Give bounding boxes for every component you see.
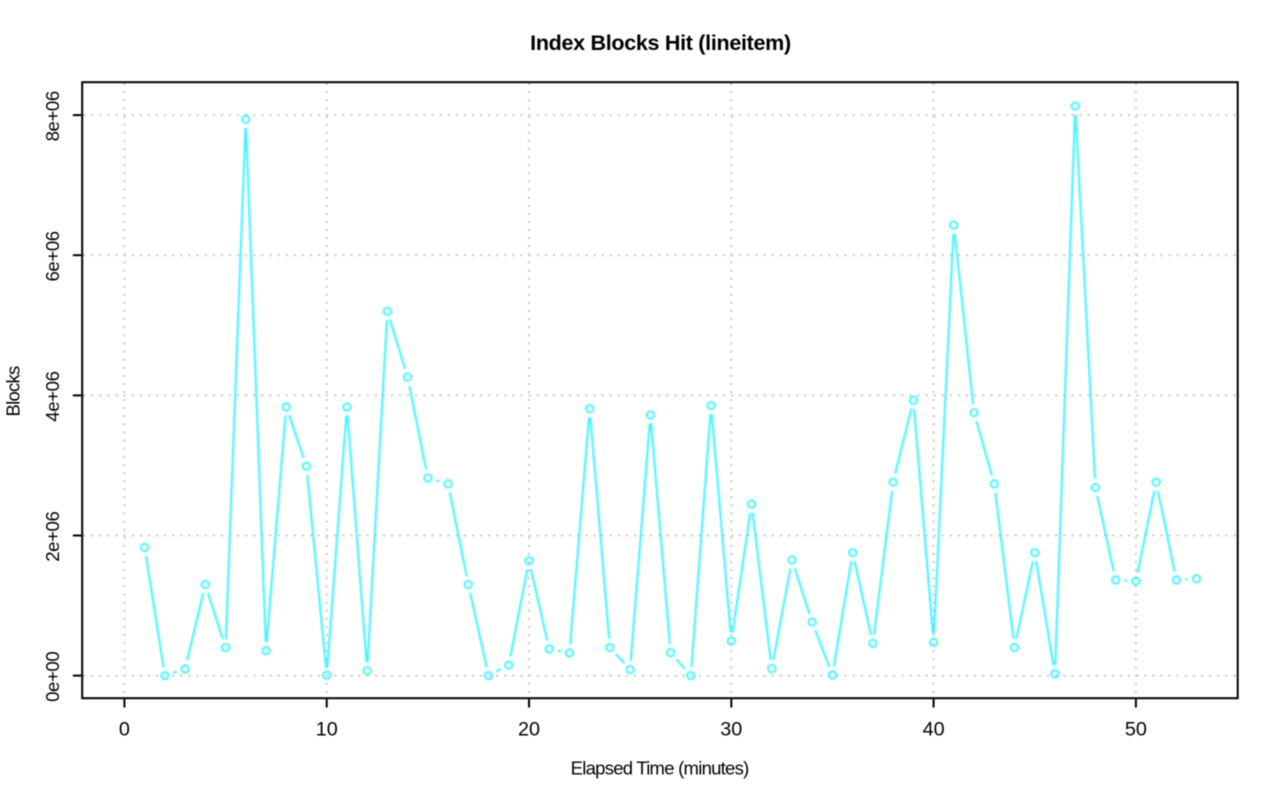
- svg-text:50: 50: [1125, 719, 1147, 741]
- svg-text:40: 40: [923, 719, 945, 741]
- svg-text:8e+06: 8e+06: [42, 91, 63, 141]
- svg-text:2e+06: 2e+06: [42, 512, 63, 562]
- svg-text:0e+00: 0e+00: [42, 652, 63, 702]
- svg-text:30: 30: [720, 719, 742, 741]
- svg-text:Index Blocks Hit (lineitem): Index Blocks Hit (lineitem): [530, 31, 791, 55]
- svg-text:4e+06: 4e+06: [42, 371, 63, 421]
- svg-text:10: 10: [316, 719, 338, 741]
- svg-text:Elapsed Time (minutes): Elapsed Time (minutes): [571, 758, 749, 779]
- svg-text:0: 0: [119, 719, 130, 741]
- svg-text:6e+06: 6e+06: [42, 231, 63, 281]
- svg-text:Blocks: Blocks: [3, 366, 24, 416]
- svg-text:20: 20: [518, 719, 540, 741]
